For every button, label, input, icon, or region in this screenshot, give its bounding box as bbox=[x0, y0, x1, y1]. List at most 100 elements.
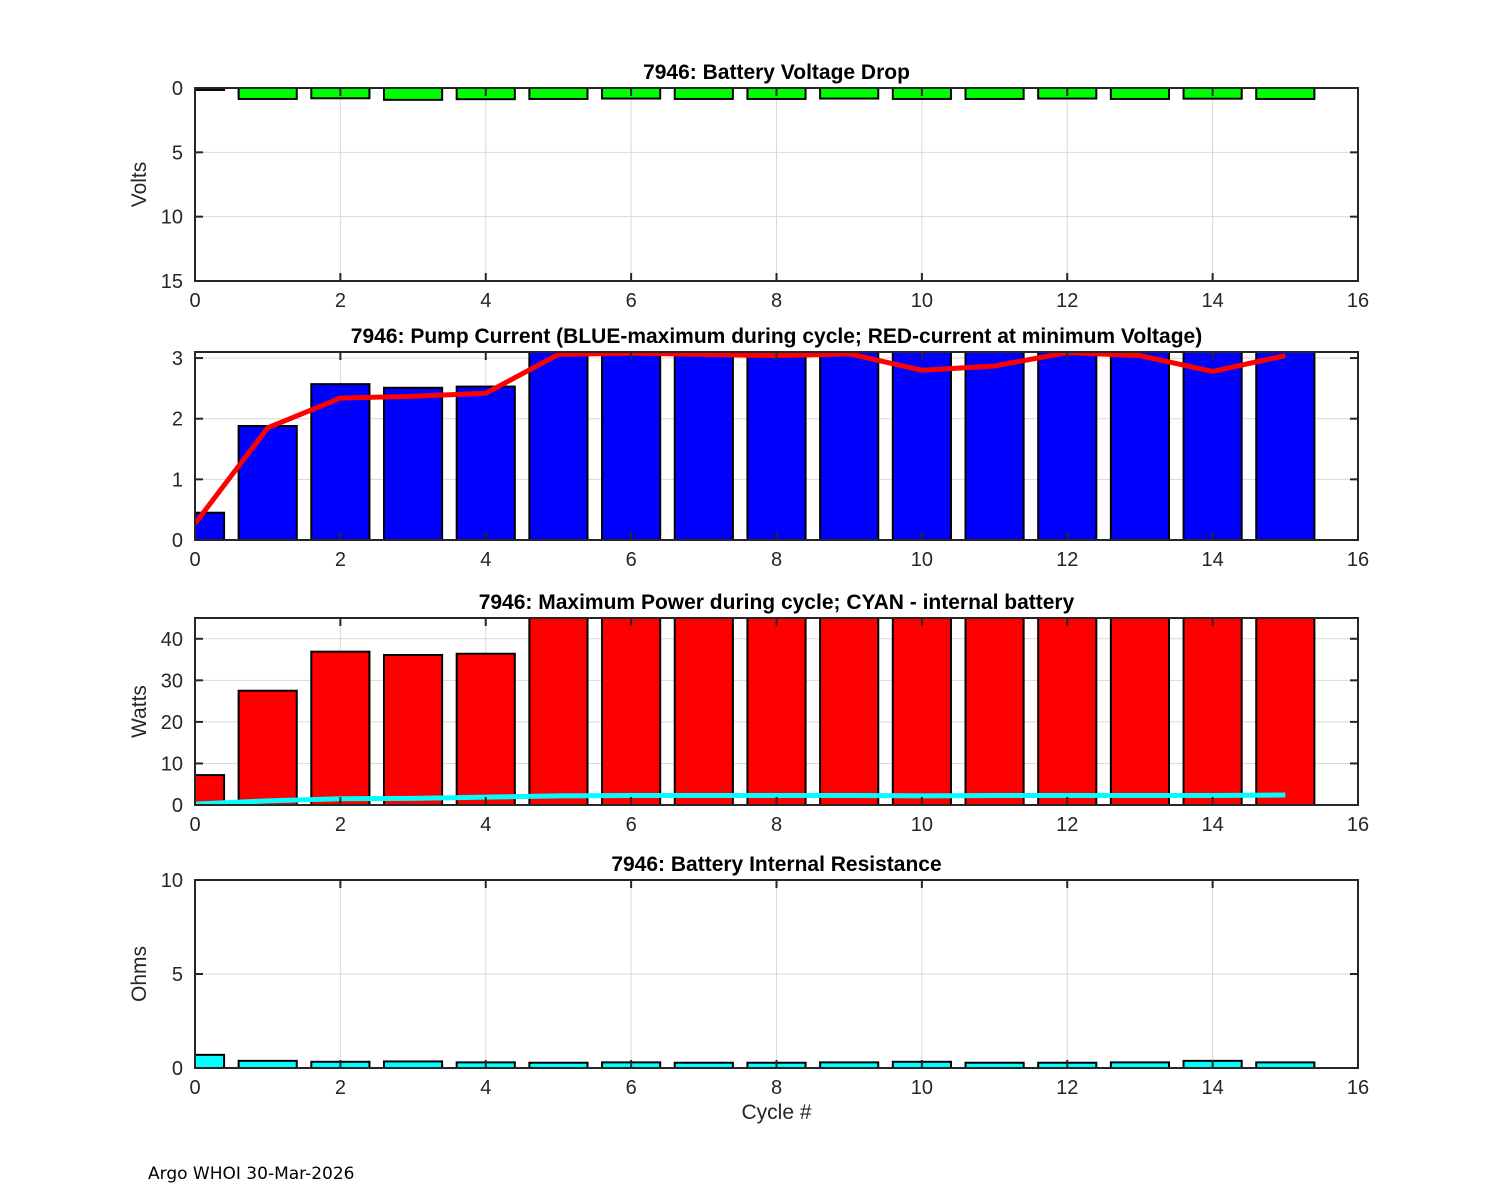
ytick-label-1: 1 bbox=[172, 469, 183, 491]
xtick-label-16: 16 bbox=[1347, 1077, 1369, 1099]
tick-labels: 0 2 4 6 8 10 12 14 16 0 5 10 bbox=[161, 870, 1369, 1099]
bar-cycle-5 bbox=[528, 88, 589, 100]
xtick-label-12: 12 bbox=[1056, 814, 1078, 836]
bar-cycle-14 bbox=[1182, 352, 1243, 540]
bar-cycle-4 bbox=[455, 652, 516, 805]
subplot-1-title: 7946: Battery Voltage Drop bbox=[643, 61, 910, 84]
subplot-4-title: 7946: Battery Internal Resistance bbox=[611, 853, 941, 876]
xtick-label-4: 4 bbox=[480, 290, 491, 312]
ytick-label-3: 3 bbox=[172, 348, 183, 370]
ytick-label-15: 15 bbox=[161, 271, 183, 293]
bar-cycle-7 bbox=[673, 618, 734, 805]
subplot-2-title: 7946: Pump Current (BLUE-maximum during … bbox=[351, 325, 1202, 348]
ytick-label-30: 30 bbox=[161, 670, 183, 692]
xtick-label-4: 4 bbox=[480, 814, 491, 836]
ylabel-ohms: Ohms bbox=[128, 946, 151, 1002]
xtick-label-12: 12 bbox=[1056, 290, 1078, 312]
bar-series bbox=[195, 618, 1316, 805]
xlabel-cycle: Cycle # bbox=[741, 1101, 811, 1124]
ytick-label-10: 10 bbox=[161, 207, 183, 229]
xtick-label-6: 6 bbox=[626, 290, 637, 312]
xtick-label-4: 4 bbox=[480, 549, 491, 571]
xtick-label-16: 16 bbox=[1347, 290, 1369, 312]
xtick-label-8: 8 bbox=[771, 290, 782, 312]
xtick-label-2: 2 bbox=[335, 549, 346, 571]
bar-cycle-9 bbox=[819, 618, 880, 805]
tick-labels: 0 2 4 6 8 10 12 14 16 0 10 20 30 40 bbox=[161, 629, 1369, 836]
bar-cycle-2 bbox=[310, 383, 371, 540]
subplot-3-title: 7946: Maximum Power during cycle; CYAN -… bbox=[479, 591, 1075, 614]
bar-cycle-11 bbox=[964, 352, 1025, 540]
xtick-label-0: 0 bbox=[189, 1077, 200, 1099]
tick-marks bbox=[194, 87, 1359, 282]
bar-cycle-3 bbox=[382, 1060, 444, 1068]
xtick-label-0: 0 bbox=[189, 290, 200, 312]
xtick-label-8: 8 bbox=[771, 549, 782, 571]
bar-cycle-14 bbox=[1182, 618, 1243, 805]
bar-cycle-11 bbox=[964, 618, 1025, 805]
bar-cycle-4 bbox=[455, 385, 516, 540]
ytick-label-2: 2 bbox=[172, 409, 183, 431]
bar-cycle-5 bbox=[528, 618, 589, 805]
gridlines bbox=[195, 880, 1358, 1068]
bar-cycle-10 bbox=[891, 618, 952, 805]
ytick-label-0: 0 bbox=[172, 78, 183, 100]
xtick-label-6: 6 bbox=[626, 549, 637, 571]
ytick-label-5: 5 bbox=[172, 964, 183, 986]
bar-cycle-6 bbox=[601, 618, 662, 805]
bar-cycle-3 bbox=[382, 88, 444, 101]
overlay-line-3 bbox=[195, 792, 1286, 805]
subplot-3: 0 2 4 6 8 10 12 14 16 0 10 20 30 40 7946: Maximum Powe… bbox=[128, 591, 1369, 836]
bar-cycle-1 bbox=[237, 1059, 298, 1068]
gridlines bbox=[195, 88, 1358, 281]
bar-series bbox=[195, 352, 1316, 540]
xtick-label-14: 14 bbox=[1202, 1077, 1224, 1099]
bar-cycle-12 bbox=[1037, 618, 1098, 805]
bar-cycle-3 bbox=[382, 653, 444, 805]
bar-cycle-7 bbox=[673, 352, 734, 540]
ytick-label-5: 5 bbox=[172, 142, 183, 164]
tick-marks bbox=[194, 879, 1359, 1069]
xtick-label-2: 2 bbox=[335, 1077, 346, 1099]
tick-marks bbox=[194, 618, 1359, 806]
xtick-label-0: 0 bbox=[189, 549, 200, 571]
ytick-label-10: 10 bbox=[161, 753, 183, 775]
bar-cycle-3 bbox=[382, 386, 444, 540]
xtick-label-12: 12 bbox=[1056, 1077, 1078, 1099]
bar-cycle-9 bbox=[819, 88, 880, 100]
xtick-label-6: 6 bbox=[626, 1077, 637, 1099]
subplot-1: 0 2 4 6 8 10 12 14 16 0 5 10 15 7946: Battery Voltage… bbox=[128, 61, 1369, 312]
bar-cycle-2 bbox=[310, 650, 371, 805]
ytick-label-20: 20 bbox=[161, 712, 183, 734]
bar-cycle-1 bbox=[237, 88, 298, 100]
xtick-label-8: 8 bbox=[771, 1077, 782, 1099]
xtick-label-8: 8 bbox=[771, 814, 782, 836]
subplot-4: 0 2 4 6 8 10 12 14 16 0 5 10 7946: Battery Internal … bbox=[128, 853, 1369, 1124]
bar-cycle-15 bbox=[1255, 88, 1316, 100]
ylabel-volts: Volts bbox=[128, 162, 151, 208]
bar-cycle-13 bbox=[1109, 352, 1171, 540]
xtick-label-10: 10 bbox=[911, 549, 933, 571]
xtick-label-2: 2 bbox=[335, 290, 346, 312]
xtick-label-0: 0 bbox=[189, 814, 200, 836]
bar-cycle-11 bbox=[964, 88, 1025, 100]
bar-cycle-15 bbox=[1255, 618, 1316, 805]
ylabel-watts: Watts bbox=[128, 685, 151, 738]
tick-labels: 0 2 4 6 8 10 12 14 16 0 5 10 15 bbox=[161, 78, 1369, 312]
figure-footer-text: Argo WHOI 30-Mar-2026 bbox=[148, 1164, 355, 1184]
xtick-label-4: 4 bbox=[480, 1077, 491, 1099]
xtick-label-6: 6 bbox=[626, 814, 637, 836]
xtick-label-10: 10 bbox=[911, 814, 933, 836]
bar-cycle-8 bbox=[746, 352, 807, 540]
ytick-label-0: 0 bbox=[172, 795, 183, 817]
ytick-label-10: 10 bbox=[161, 870, 183, 892]
bar-cycle-9 bbox=[819, 352, 880, 540]
ytick-label-40: 40 bbox=[161, 629, 183, 651]
xtick-label-14: 14 bbox=[1202, 549, 1224, 571]
bar-cycle-8 bbox=[746, 618, 807, 805]
xtick-label-12: 12 bbox=[1056, 549, 1078, 571]
xtick-label-14: 14 bbox=[1202, 814, 1224, 836]
